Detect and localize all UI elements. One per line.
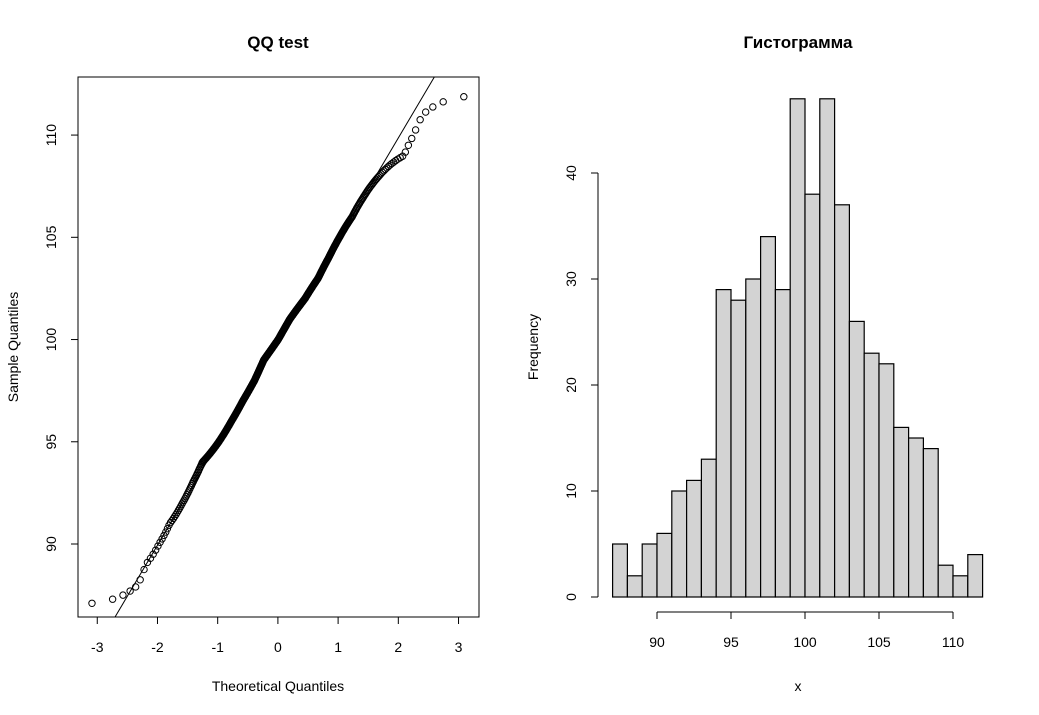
histogram-bar xyxy=(937,564,954,598)
histogram-bar xyxy=(848,320,865,598)
qq-point xyxy=(151,546,160,554)
qq-point xyxy=(429,103,437,111)
qq-x-tick-label: 0 xyxy=(274,639,282,655)
histogram-bar xyxy=(789,98,806,598)
qq-point xyxy=(173,508,181,517)
qq-y-tick-label: 110 xyxy=(43,124,59,147)
histogram-bar xyxy=(685,479,702,598)
qq-point xyxy=(171,512,179,521)
qq-xlabel: Theoretical Quantiles xyxy=(212,678,344,694)
histogram-x-tick-label: 95 xyxy=(723,634,739,650)
histogram-y-tick-label: 30 xyxy=(563,271,579,287)
histogram-y-tick-label: 20 xyxy=(563,377,579,393)
qq-point xyxy=(179,498,187,506)
histogram-bar xyxy=(878,363,895,598)
histogram-x-tick-label: 110 xyxy=(942,634,965,650)
histogram-bars xyxy=(611,98,984,598)
qq-point xyxy=(119,591,127,599)
histogram-y-tick-label: 40 xyxy=(563,165,579,181)
histogram-x-tick-label: 105 xyxy=(867,634,891,650)
histogram-bar xyxy=(804,193,821,598)
qq-x-tick-label: -3 xyxy=(91,639,104,655)
qq-ylabel: Sample Quantiles xyxy=(5,292,21,403)
histogram-bar xyxy=(922,448,939,598)
histogram-ylabel: Frequency xyxy=(525,314,541,380)
qq-x-tick-label: -1 xyxy=(211,639,224,655)
qq-y-tick-label: 90 xyxy=(43,536,59,552)
histogram-panel: Гистограмма 90 95 100 105 110 0 10 20 30 40 x Fre… xyxy=(525,33,984,694)
qq-y-tick-label: 105 xyxy=(43,225,59,249)
qq-x-tick-label: 1 xyxy=(334,639,342,655)
histogram-bar xyxy=(759,236,776,598)
qq-x-tick-label: 2 xyxy=(394,639,402,655)
histogram-bar xyxy=(907,437,924,598)
histogram-bar xyxy=(730,299,747,598)
histogram-bar xyxy=(952,575,969,598)
qq-point xyxy=(408,134,416,143)
qq-point xyxy=(439,98,447,106)
qq-y-tick-label: 95 xyxy=(43,434,59,450)
qq-title: QQ test xyxy=(247,33,309,52)
qq-point xyxy=(163,524,172,533)
histogram-bar xyxy=(671,490,688,598)
qq-point xyxy=(162,528,170,536)
qq-plot-panel: QQ test -3 -2 -1 0 1 2 3 90 95 100 105 110 Theoreti… xyxy=(5,33,480,694)
qq-point xyxy=(401,148,410,156)
qq-point xyxy=(131,583,140,591)
histogram-bar xyxy=(626,575,643,598)
histogram-x-tick-label: 90 xyxy=(649,634,665,650)
histogram-x-tick-label: 100 xyxy=(793,634,817,650)
histogram-y-tick-label: 10 xyxy=(563,483,579,499)
histogram-bar xyxy=(700,458,717,598)
qq-point xyxy=(108,595,117,603)
qq-point xyxy=(126,587,134,595)
histogram-bar xyxy=(656,532,673,598)
qq-point xyxy=(149,550,157,558)
histogram-bar xyxy=(774,289,791,598)
histogram-y-tick-label: 0 xyxy=(563,593,579,601)
histogram-bar xyxy=(863,352,880,598)
qq-point xyxy=(88,599,96,608)
qq-points xyxy=(88,93,468,608)
histogram-bar xyxy=(641,543,658,598)
qq-plot-box xyxy=(77,76,480,618)
histogram-bar xyxy=(967,553,984,598)
histogram-bar xyxy=(819,98,836,598)
qq-y-tick-label: 100 xyxy=(43,328,59,352)
histogram-xlabel: x xyxy=(795,678,802,694)
qq-reference-line xyxy=(114,76,435,618)
qq-point xyxy=(460,93,468,101)
histogram-bar xyxy=(833,204,850,598)
histogram-title: Гистограмма xyxy=(744,33,853,52)
histogram-bar xyxy=(893,426,910,598)
qq-x-tick-label: -2 xyxy=(151,639,164,655)
qq-point xyxy=(416,116,424,124)
qq-axes: -3 -2 -1 0 1 2 3 90 95 100 105 110 xyxy=(43,124,463,655)
qq-point xyxy=(140,565,148,574)
histogram-bar xyxy=(611,543,628,598)
qq-point xyxy=(411,126,420,134)
histogram-bar xyxy=(745,278,762,598)
qq-point xyxy=(404,141,413,149)
qq-point xyxy=(172,510,180,519)
qq-point xyxy=(154,542,162,550)
histogram-axes: 90 95 100 105 110 0 10 20 30 40 xyxy=(563,165,964,650)
histogram-bar xyxy=(715,289,732,598)
qq-point xyxy=(421,108,430,116)
qq-x-tick-label: 3 xyxy=(455,639,463,655)
